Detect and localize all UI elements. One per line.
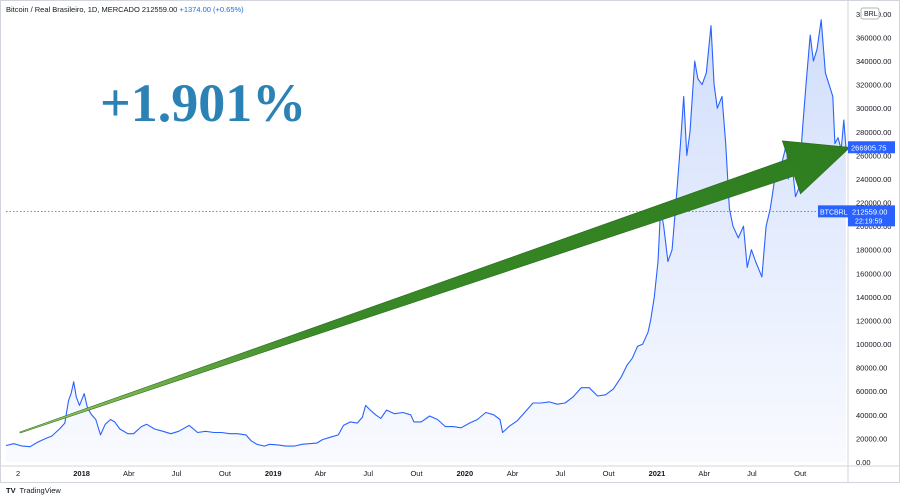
y-tick-label: 240000.00	[856, 175, 891, 184]
x-tick-label: 2018	[73, 469, 90, 478]
last-price: 212559.00	[141, 5, 178, 14]
price-area-fill	[6, 19, 846, 463]
x-tick-label: Jul	[363, 469, 373, 478]
y-tick-label: 60000.00	[856, 387, 887, 396]
price-badge-high	[848, 141, 895, 154]
price-badge-current-text: 212559.00	[852, 207, 887, 216]
y-tick-label: 320000.00	[856, 81, 891, 90]
x-tick-label: Abr	[123, 469, 135, 478]
x-tick-label: 2019	[265, 469, 282, 478]
price-badge-high-text: 266905.75	[851, 143, 886, 152]
currency-box	[860, 7, 880, 20]
tradingview-logo-icon: TV	[6, 486, 16, 495]
y-tick-label: 200000.00	[856, 222, 891, 231]
x-tick-label: Jul	[747, 469, 757, 478]
x-tick-label: 2	[16, 469, 20, 478]
x-tick-label: Out	[794, 469, 807, 478]
symbol-badge	[818, 205, 848, 218]
y-tick-label: 0.00	[856, 458, 871, 467]
x-tick-label: 2021	[649, 469, 666, 478]
price-line	[5, 19, 847, 448]
tradingview-brand[interactable]: TV TradingView	[6, 486, 61, 495]
symbol-badge-text: BTCBRL	[820, 209, 848, 216]
x-tick-label: Jul	[556, 469, 566, 478]
x-tick-label: Out	[603, 469, 616, 478]
tradingview-text: TradingView	[19, 486, 61, 495]
y-tick-label: 120000.00	[856, 316, 891, 325]
y-tick-label: 40000.00	[856, 411, 887, 420]
x-tick-label: Abr	[507, 469, 519, 478]
y-tick-label: 160000.00	[856, 269, 891, 278]
y-tick-label: 140000.00	[856, 293, 891, 302]
y-tick-label: 340000.00	[856, 57, 891, 66]
currency-label: BRL	[864, 11, 878, 18]
price-change: +1374.00 (+0.65%)	[179, 5, 244, 14]
y-tick-label: 100000.00	[856, 340, 891, 349]
y-tick-label: 20000.00	[856, 434, 887, 443]
symbol-header: Bitcoin / Real Brasileiro, 1D, MERCADO 2…	[6, 5, 244, 14]
price-badge-timer-text: 22:19:59	[855, 218, 882, 225]
price-badge-current	[848, 205, 895, 227]
y-tick-label: 300000.00	[856, 104, 891, 113]
y-tick-label: 260000.00	[856, 151, 891, 160]
x-tick-label: Out	[410, 469, 423, 478]
x-tick-label: Abr	[698, 469, 710, 478]
symbol-title: Bitcoin / Real Brasileiro, 1D, MERCADO	[6, 5, 140, 14]
y-tick-label: 220000.00	[856, 199, 891, 208]
y-tick-label: 180000.00	[856, 246, 891, 255]
x-tick-label: 2020	[456, 469, 473, 478]
y-tick-label: 280000.00	[856, 128, 891, 137]
x-tick-label: Out	[219, 469, 232, 478]
y-tick-label: 80000.00	[856, 364, 887, 373]
x-tick-label: Jul	[172, 469, 182, 478]
x-tick-label: Abr	[315, 469, 327, 478]
growth-arrow	[19, 140, 851, 434]
percent-gain-label: +1.901%	[100, 73, 307, 133]
y-tick-label: 360000.00	[856, 33, 891, 42]
